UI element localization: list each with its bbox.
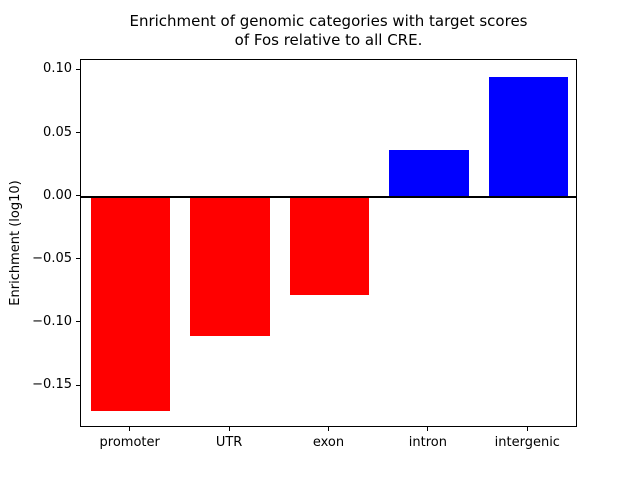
x-tick-label-intron: intron xyxy=(408,435,447,450)
bar-intron xyxy=(389,149,469,197)
bar-intergenic xyxy=(488,76,569,197)
y-tick-label: −0.10 xyxy=(32,313,72,329)
y-tick-mark xyxy=(76,132,80,134)
x-tick-mark xyxy=(228,427,230,431)
bar-promoter xyxy=(90,196,171,412)
x-tick-label-promoter: promoter xyxy=(99,435,160,450)
y-tick-label: 0.00 xyxy=(43,187,72,203)
x-tick-label-intergenic: intergenic xyxy=(494,435,560,450)
y-tick-mark xyxy=(76,68,80,70)
y-tick-label: −0.05 xyxy=(32,250,72,266)
zero-baseline xyxy=(81,195,576,198)
y-tick-mark xyxy=(76,384,80,386)
y-tick-label: −0.15 xyxy=(32,377,72,393)
x-tick-mark xyxy=(526,427,528,431)
plot-area xyxy=(80,59,577,427)
x-tick-mark xyxy=(427,427,429,431)
chart-title: Enrichment of genomic categories with ta… xyxy=(129,12,528,49)
y-tick-mark xyxy=(76,321,80,323)
y-tick-label: 0.10 xyxy=(43,61,72,77)
bar-UTR xyxy=(190,196,270,336)
y-tick-mark xyxy=(76,258,80,260)
x-tick-label-exon: exon xyxy=(312,435,345,450)
x-tick-mark xyxy=(129,427,131,431)
bar-exon xyxy=(289,196,370,296)
x-tick-mark xyxy=(328,427,329,431)
x-tick-label-UTR: UTR xyxy=(215,435,243,450)
y-tick-mark xyxy=(76,195,80,197)
y-tick-label: 0.05 xyxy=(43,124,72,140)
